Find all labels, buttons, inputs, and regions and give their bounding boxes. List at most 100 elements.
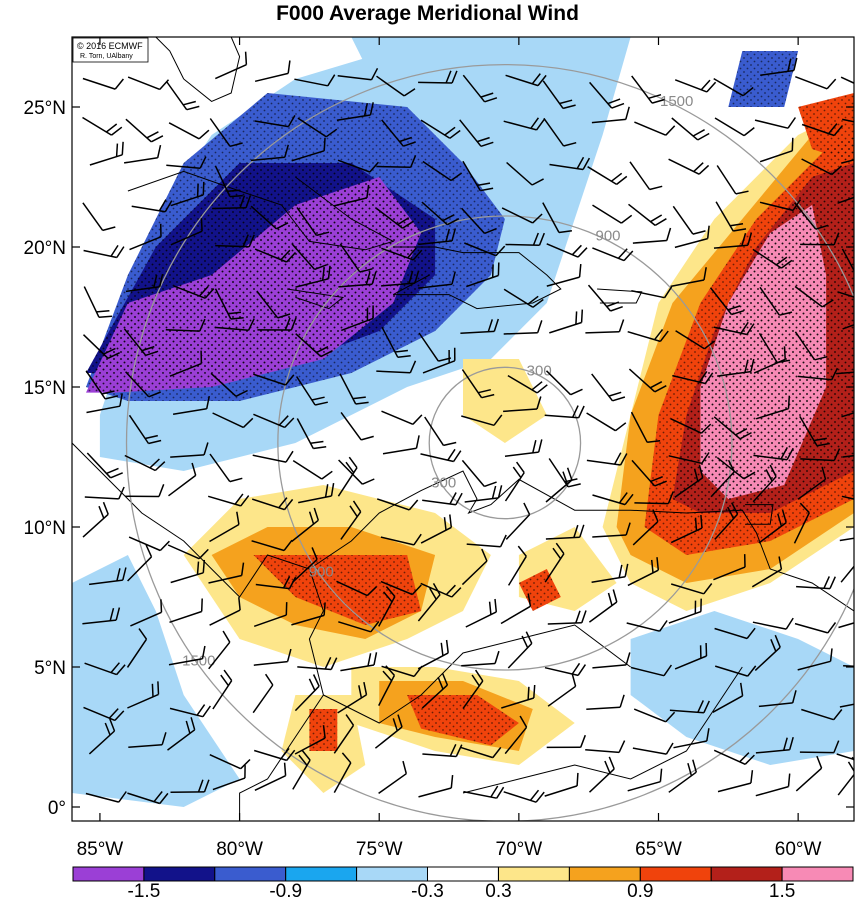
stipple-region bbox=[86, 177, 422, 393]
wind-barb bbox=[714, 665, 757, 677]
wind-barb bbox=[549, 309, 584, 334]
wind-barb bbox=[753, 447, 794, 461]
wind-barb bbox=[381, 247, 423, 261]
wind-barb bbox=[592, 492, 634, 506]
wind-barb bbox=[842, 454, 854, 458]
wind-barb bbox=[627, 328, 669, 343]
wind-barb bbox=[544, 542, 565, 583]
wind-barb bbox=[333, 752, 352, 793]
coastline bbox=[323, 624, 631, 724]
wind-barb bbox=[587, 284, 623, 312]
wind-barb bbox=[209, 118, 243, 148]
wind-barb bbox=[545, 524, 585, 540]
wind-barb bbox=[251, 497, 294, 511]
coastline bbox=[287, 288, 345, 310]
wind-barb bbox=[503, 288, 544, 308]
wind-barb bbox=[418, 228, 457, 246]
wind-barb bbox=[125, 273, 164, 293]
wind-barb bbox=[337, 159, 379, 173]
wind-barb bbox=[83, 286, 113, 319]
wind-barb bbox=[546, 264, 582, 287]
wind-barb bbox=[291, 243, 327, 271]
wind-barb bbox=[794, 622, 837, 634]
wind-barb bbox=[546, 243, 588, 258]
wind-barb bbox=[170, 559, 206, 584]
colorbar-swatch bbox=[72, 866, 145, 882]
wind-barb bbox=[631, 459, 667, 487]
wind-barb bbox=[83, 706, 125, 722]
wind-barb bbox=[128, 536, 170, 552]
wind-barb bbox=[169, 704, 212, 718]
stipple-region bbox=[407, 695, 519, 746]
lat-tick-label: 10°N bbox=[24, 518, 66, 539]
wind-barb bbox=[668, 158, 710, 175]
wind-barb bbox=[422, 743, 463, 758]
wind-barb bbox=[83, 244, 125, 259]
wind-barb bbox=[709, 287, 745, 316]
wind-barb bbox=[209, 511, 240, 543]
wind-barb bbox=[841, 248, 854, 273]
wind-barb bbox=[547, 673, 577, 707]
wind-barb bbox=[713, 321, 755, 336]
wind-barb bbox=[714, 627, 756, 640]
wind-barb bbox=[503, 117, 545, 131]
wind-barb bbox=[671, 117, 710, 141]
wind-barb bbox=[295, 333, 333, 358]
wind-barb bbox=[124, 484, 165, 498]
wind-barb bbox=[339, 373, 369, 405]
wind-barb bbox=[717, 770, 754, 793]
range-ring-label: 300 bbox=[431, 475, 456, 492]
wind-barb bbox=[168, 645, 206, 666]
wind-barb bbox=[842, 118, 854, 123]
wind-barb bbox=[505, 232, 545, 246]
colorbar-label: 0.3 bbox=[485, 881, 511, 900]
wind-barb bbox=[82, 607, 121, 625]
wind-barb bbox=[291, 547, 318, 584]
range-ring bbox=[125, 64, 854, 821]
wind-barb bbox=[800, 232, 840, 246]
wind-barb bbox=[168, 122, 210, 140]
wind-barb bbox=[336, 580, 378, 597]
wind-barb bbox=[253, 648, 292, 666]
wind-barb bbox=[548, 458, 581, 488]
wind-barb bbox=[585, 319, 625, 334]
wind-barb bbox=[838, 622, 854, 629]
wind-barb bbox=[254, 60, 291, 83]
wind-barb bbox=[212, 669, 233, 710]
wind-barb bbox=[543, 117, 577, 147]
lat-tick-label: 5°N bbox=[34, 658, 66, 679]
wind-barb bbox=[463, 785, 505, 799]
wind-barb bbox=[254, 115, 296, 128]
wind-barb bbox=[380, 533, 422, 546]
wind-barb bbox=[418, 332, 452, 362]
wind-barb bbox=[758, 690, 797, 708]
wind-barb bbox=[836, 371, 854, 375]
coastline bbox=[745, 504, 774, 525]
wind-barb bbox=[422, 347, 456, 374]
wind-barb bbox=[212, 765, 246, 791]
wind-barb bbox=[754, 117, 797, 129]
wind-barb bbox=[294, 74, 336, 87]
wind-barb bbox=[84, 662, 126, 676]
wind-barb bbox=[291, 602, 326, 626]
wind-barb bbox=[123, 328, 159, 357]
colorbar-swatch bbox=[285, 866, 358, 882]
wind-barb bbox=[169, 598, 203, 624]
wind-barb bbox=[338, 621, 380, 633]
wind-barb bbox=[507, 545, 527, 586]
wind-barb bbox=[464, 242, 506, 257]
wind-barb bbox=[253, 413, 295, 429]
wind-barb bbox=[755, 395, 791, 420]
wind-barb bbox=[337, 456, 358, 497]
wind-barb bbox=[794, 285, 834, 308]
wind-barb bbox=[297, 656, 338, 671]
wind-barb bbox=[422, 492, 463, 506]
map-title: F000 Average Meridional Wind bbox=[276, 2, 579, 25]
wind-barb bbox=[167, 717, 196, 751]
lat-tick-label: 20°N bbox=[24, 238, 66, 259]
wind-barb bbox=[504, 461, 525, 502]
wind-barb bbox=[170, 442, 209, 458]
wind-barb bbox=[254, 248, 297, 263]
wind-barb bbox=[253, 602, 288, 628]
wind-barb bbox=[166, 156, 207, 169]
